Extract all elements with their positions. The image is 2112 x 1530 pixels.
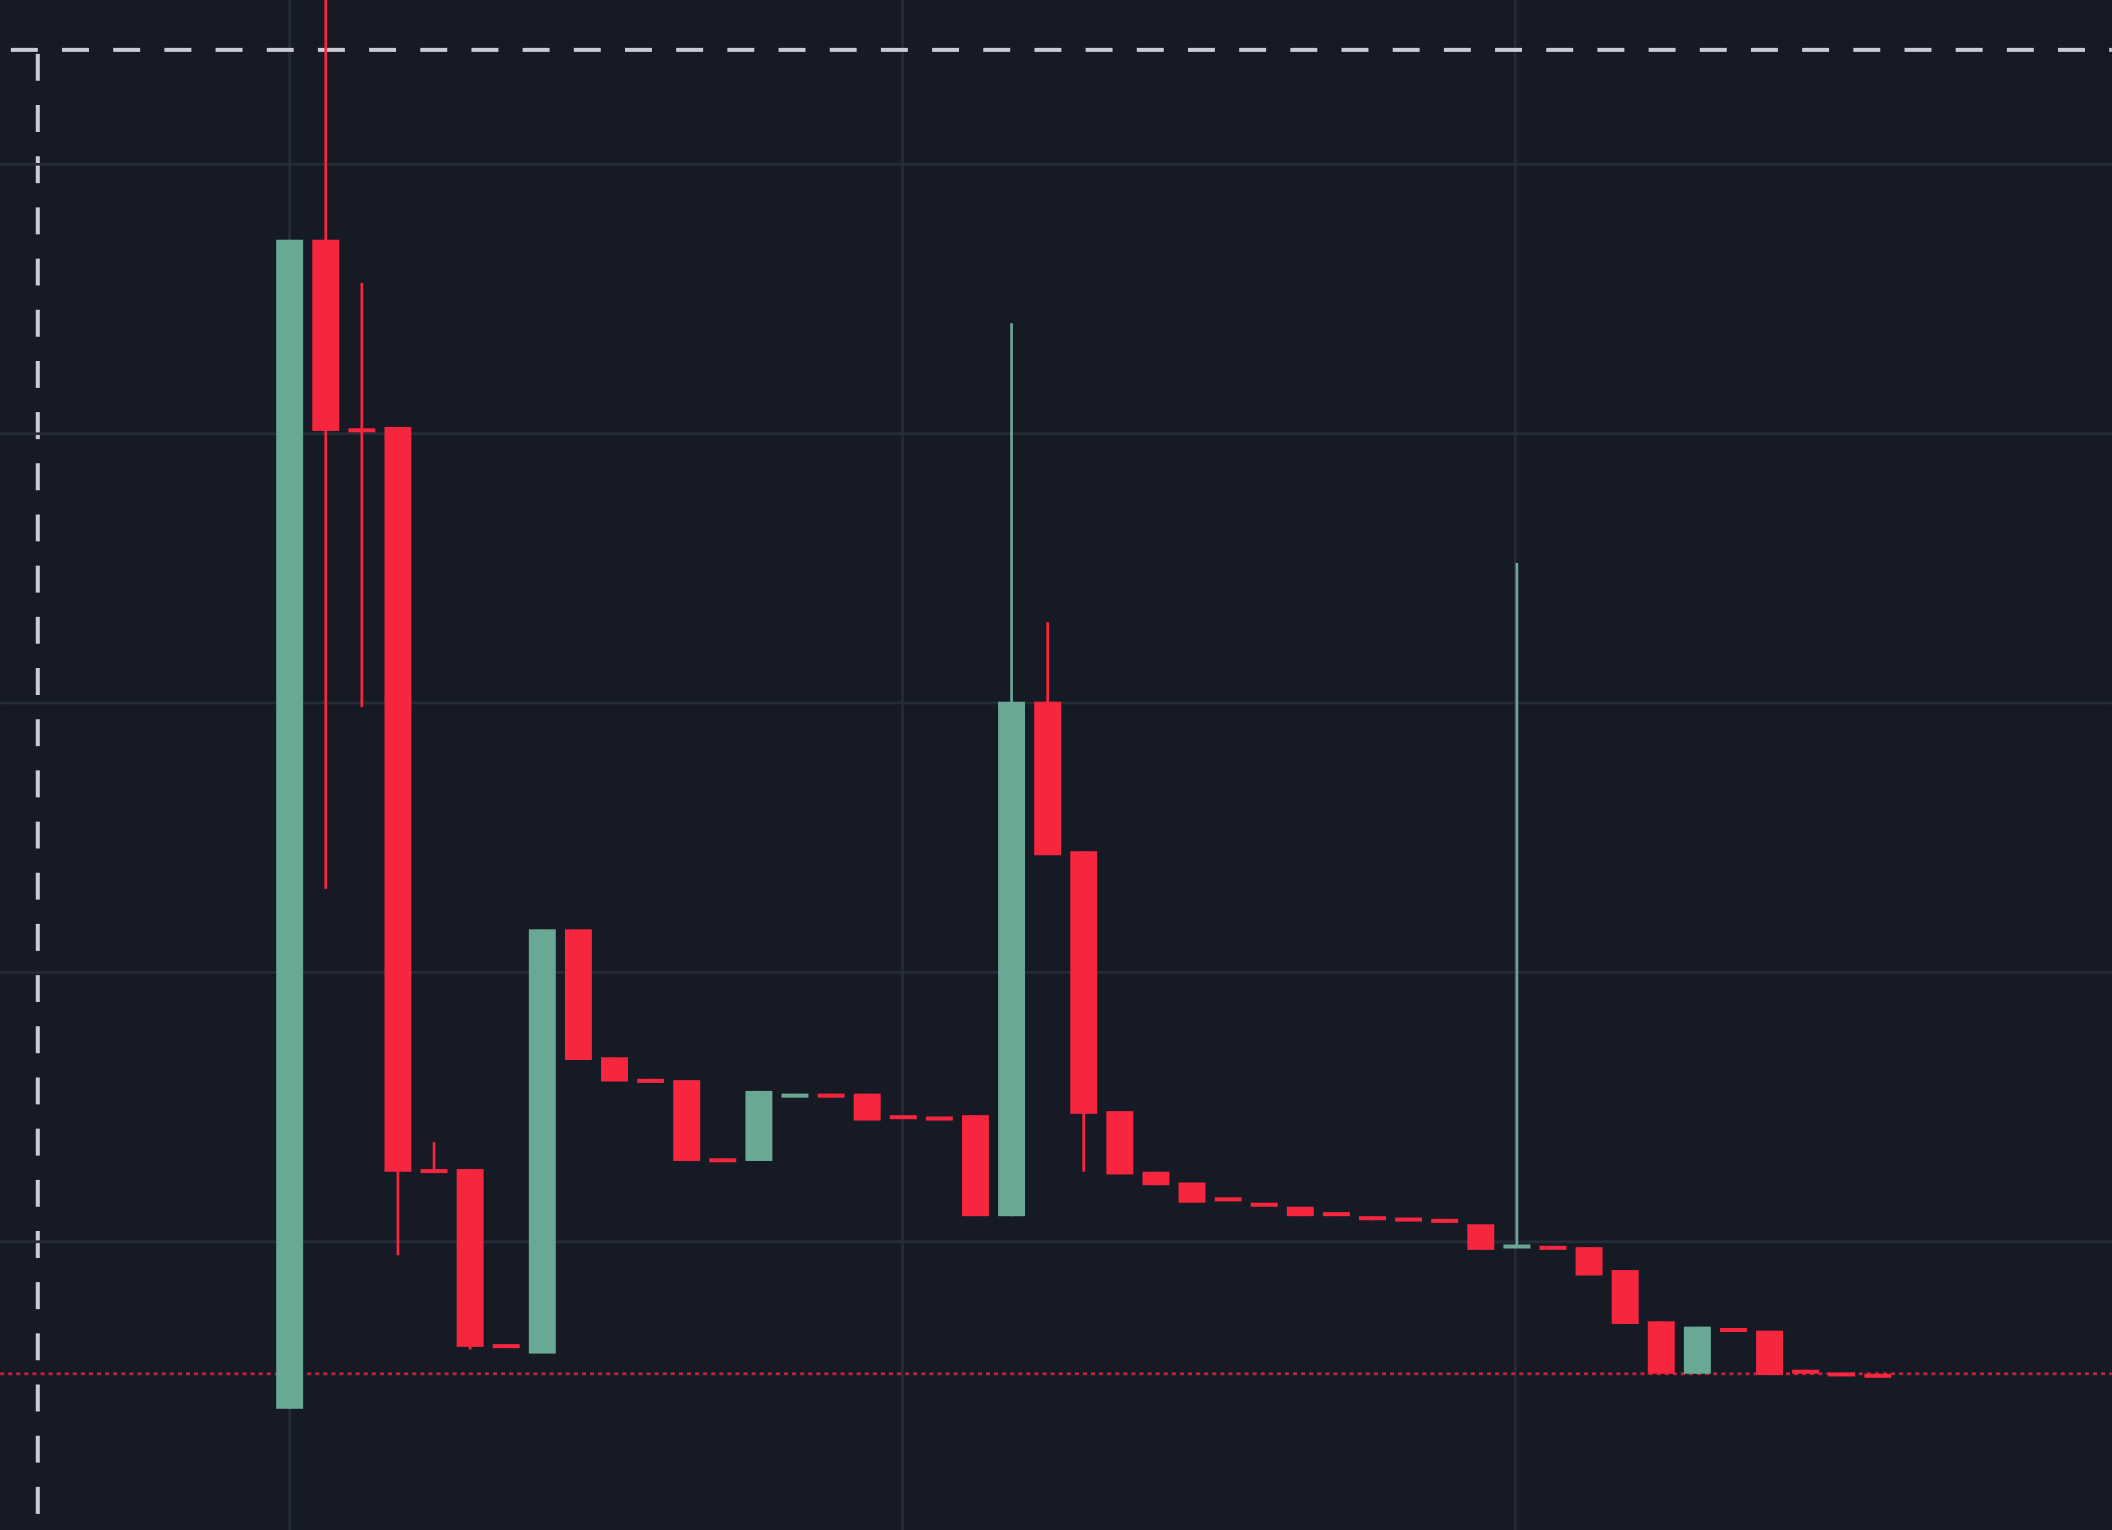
- candle-body: [1719, 1327, 1747, 1333]
- candle-body: [637, 1078, 665, 1083]
- candle-body: [1828, 1372, 1856, 1377]
- candle-body: [1286, 1206, 1314, 1217]
- candle-body: [781, 1093, 809, 1098]
- candle-body: [1683, 1326, 1711, 1374]
- candle-body: [1756, 1330, 1784, 1376]
- candle-body: [601, 1057, 628, 1082]
- candle-body: [1250, 1202, 1278, 1207]
- candle-body: [276, 239, 304, 1409]
- candle-body: [961, 1115, 989, 1217]
- candle-body: [1214, 1197, 1242, 1202]
- candle-body: [348, 428, 376, 433]
- candle-body: [492, 1344, 520, 1349]
- candle-body: [1431, 1218, 1459, 1223]
- candle-body: [1034, 701, 1062, 856]
- candle-body: [998, 701, 1026, 1217]
- candle-body: [1070, 851, 1098, 1114]
- candle-body: [1322, 1212, 1350, 1217]
- candle-body: [745, 1090, 773, 1161]
- candle-body: [312, 239, 340, 431]
- candle-body: [817, 1093, 845, 1098]
- candle-body: [709, 1158, 737, 1163]
- candle-body: [1539, 1245, 1567, 1250]
- candle-body: [1359, 1216, 1386, 1221]
- candle-body: [1142, 1171, 1170, 1186]
- candle-body: [673, 1080, 701, 1161]
- candle-body: [1106, 1111, 1134, 1175]
- candle-body: [528, 929, 556, 1354]
- candle-body: [925, 1116, 953, 1121]
- candle-body: [1467, 1224, 1495, 1250]
- candle-body: [1395, 1217, 1423, 1222]
- candle-body: [456, 1169, 484, 1347]
- candle-body: [1575, 1247, 1603, 1276]
- candle-body: [1503, 1244, 1531, 1249]
- candle-body: [1647, 1321, 1675, 1374]
- plot: [0, 0, 2112, 1409]
- candle-body: [564, 929, 592, 1060]
- candle-body: [889, 1115, 917, 1120]
- candle-body: [1178, 1182, 1206, 1203]
- candle-body: [1864, 1373, 1892, 1378]
- candle-body: [1792, 1369, 1820, 1374]
- candle-body: [1611, 1270, 1639, 1324]
- candle-body: [384, 426, 412, 1172]
- candle-body: [853, 1093, 881, 1121]
- candle-body: [420, 1169, 448, 1174]
